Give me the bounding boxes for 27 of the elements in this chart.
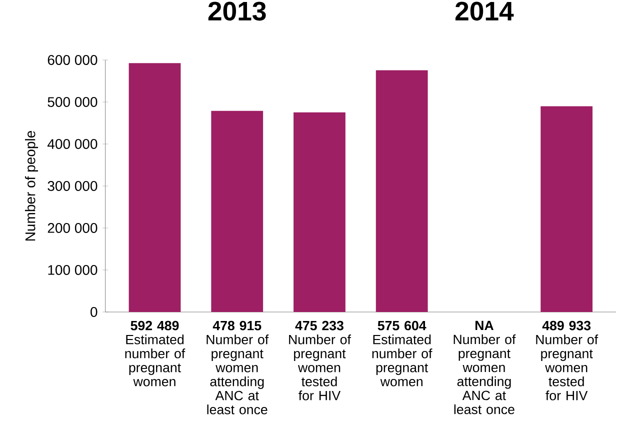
- x-tick-label: Number of pregnant women tested for HIV: [289, 334, 351, 400]
- text: 2014: [455, 2, 514, 21]
- data-label: 478 915: [212, 320, 262, 330]
- bar: [128, 63, 181, 312]
- x-tick-label: Number of pregnant women attending ANC at least once: [454, 334, 516, 414]
- data-label: 592 489: [130, 320, 179, 330]
- y-tick-label: 100 000: [48, 265, 98, 275]
- bar: [211, 110, 264, 312]
- y-tick-label: 200 000: [48, 223, 98, 233]
- bar: [376, 70, 428, 312]
- x-tick-label: Number of pregnant women tested for HIV: [536, 334, 598, 400]
- bar: [540, 106, 593, 312]
- y-tick-label: 0: [90, 307, 98, 317]
- text: 2013: [208, 2, 266, 21]
- x-tick-label: Estimated number of pregnant women: [372, 334, 432, 386]
- y-axis-title: Number of people: [24, 131, 38, 240]
- data-label: 575 604: [378, 320, 426, 330]
- y-tick-label: 600 000: [48, 55, 98, 65]
- y-tick-label: 300 000: [48, 181, 98, 191]
- y-tick-label: 400 000: [47, 139, 98, 149]
- y-tick-label: 500 000: [48, 97, 98, 107]
- x-tick-label: Estimated number of pregnant women: [125, 334, 186, 386]
- data-label: 489 933: [542, 320, 591, 330]
- data-label: 475 233: [295, 320, 344, 330]
- bar: [294, 112, 346, 312]
- x-tick-label: Number of pregnant women attending ANC at least once: [206, 334, 269, 414]
- text: NA: [475, 320, 494, 330]
